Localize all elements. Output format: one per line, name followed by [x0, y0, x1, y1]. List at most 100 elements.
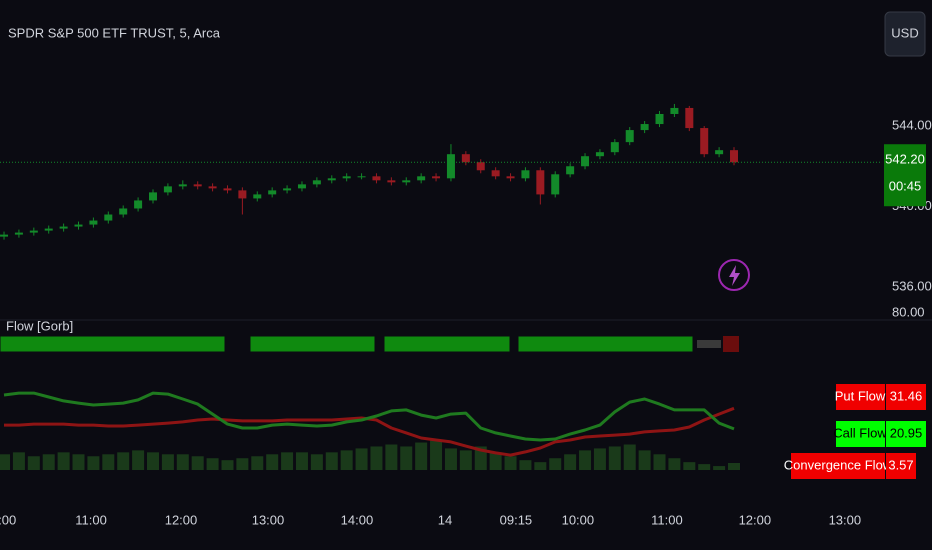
histogram-bar	[430, 440, 443, 470]
candle-body	[730, 150, 739, 163]
candle-body	[446, 154, 455, 179]
histogram-bar	[638, 450, 651, 470]
currency-label[interactable]: USD	[891, 25, 918, 40]
candle-body	[432, 176, 441, 179]
histogram-bar	[474, 446, 487, 470]
alert-bolt	[729, 265, 740, 286]
histogram-bar	[340, 450, 353, 470]
candle-body	[44, 228, 53, 231]
histogram-bar	[310, 454, 323, 470]
histogram-bar	[579, 450, 592, 470]
candle-body	[119, 208, 128, 215]
histogram-bar	[459, 450, 472, 470]
candle-body	[461, 154, 470, 163]
candle-body	[476, 162, 485, 171]
histogram-bar	[504, 456, 517, 470]
histogram-bar	[87, 456, 100, 470]
candle-body	[581, 156, 590, 167]
chart-title: SPDR S&P 500 ETF TRUST, 5, Arca	[8, 25, 221, 40]
histogram-bar	[117, 452, 130, 470]
candle-body	[0, 234, 9, 237]
histogram-bar	[236, 458, 249, 470]
legend-value-box	[886, 421, 926, 447]
legend-value: 31.46	[890, 388, 923, 403]
alert-icon[interactable]	[718, 259, 750, 291]
currency-button[interactable]	[884, 11, 926, 57]
legend-label: Put Flow	[835, 388, 886, 403]
histogram-bar	[57, 452, 70, 470]
indicator-title: Flow [Gorb]	[6, 318, 73, 333]
strip-block	[0, 335, 226, 353]
histogram-bar	[266, 454, 279, 470]
candle-body	[208, 186, 217, 189]
legend-label-box	[791, 453, 885, 479]
histogram-bar	[102, 454, 115, 470]
histogram-bar	[713, 466, 726, 470]
histogram-bar	[385, 444, 398, 470]
candle-body	[625, 130, 634, 143]
x-tick-label: 14:00	[341, 512, 374, 527]
x-tick-label: 14	[438, 512, 452, 527]
candle-body	[685, 107, 694, 129]
histogram-bar	[0, 454, 11, 470]
histogram-bar	[295, 452, 308, 470]
histogram-bar	[728, 462, 741, 470]
x-tick-label: 11:00	[75, 512, 107, 527]
candle-body	[268, 190, 277, 195]
candle-body	[163, 186, 172, 193]
strip-block	[249, 335, 376, 353]
candle-body	[551, 174, 560, 195]
histogram-bar	[12, 452, 25, 470]
histogram-bar	[221, 460, 234, 470]
candle-body	[372, 176, 381, 181]
histogram-bar	[653, 454, 666, 470]
legend-label-box	[836, 384, 885, 410]
candle-body	[342, 176, 351, 179]
legend-value: 3.57	[888, 457, 913, 472]
candle-body	[387, 180, 396, 183]
candle-body	[223, 188, 232, 191]
x-tick-label: 11:00	[651, 512, 683, 527]
histogram-bar	[42, 454, 55, 470]
candle-body	[178, 184, 187, 187]
candle-body	[283, 188, 292, 191]
candle-body	[59, 226, 68, 229]
legend-label: Convergence Flow	[784, 457, 893, 472]
legend-value-box	[886, 453, 916, 479]
histogram-bar	[72, 454, 85, 470]
y-tick-label: 544.00	[892, 117, 932, 132]
candle-body	[238, 190, 247, 199]
histogram-bar	[370, 446, 383, 470]
flow-line	[3, 391, 735, 442]
x-tick-label: 10:00	[562, 512, 595, 527]
histogram-bar	[415, 442, 428, 470]
x-tick-label: 13:00	[829, 512, 862, 527]
y-tick-label: 80.00	[892, 304, 925, 319]
candle-body	[327, 178, 336, 181]
legend-value-box	[886, 384, 926, 410]
candle-body	[14, 232, 23, 235]
candle-body	[536, 170, 545, 195]
candle-body	[506, 176, 515, 179]
histogram-bar	[444, 448, 457, 470]
histogram-bar	[355, 448, 368, 470]
histogram-bar	[325, 452, 338, 470]
x-tick-label: 12:00	[739, 512, 772, 527]
price-tag	[884, 144, 926, 207]
candle-body	[521, 170, 530, 179]
histogram-bar	[608, 446, 621, 470]
histogram-bar	[683, 462, 696, 470]
histogram-bar	[593, 448, 606, 470]
legend: Put Flow 31.46 Call Flow 20.95 Convergen…	[784, 384, 926, 479]
x-tick-label: 10:00	[0, 512, 16, 527]
histogram-bar	[519, 460, 532, 470]
strip-neutral	[697, 340, 721, 348]
histogram-bar	[251, 456, 264, 470]
candle-body	[670, 107, 679, 114]
candle-body	[595, 152, 604, 157]
candle-body	[253, 194, 262, 199]
histogram-bar	[489, 452, 502, 470]
histogram-bar	[400, 446, 413, 470]
legend-label: Call Flow	[833, 425, 887, 440]
histogram-bar	[564, 454, 577, 470]
